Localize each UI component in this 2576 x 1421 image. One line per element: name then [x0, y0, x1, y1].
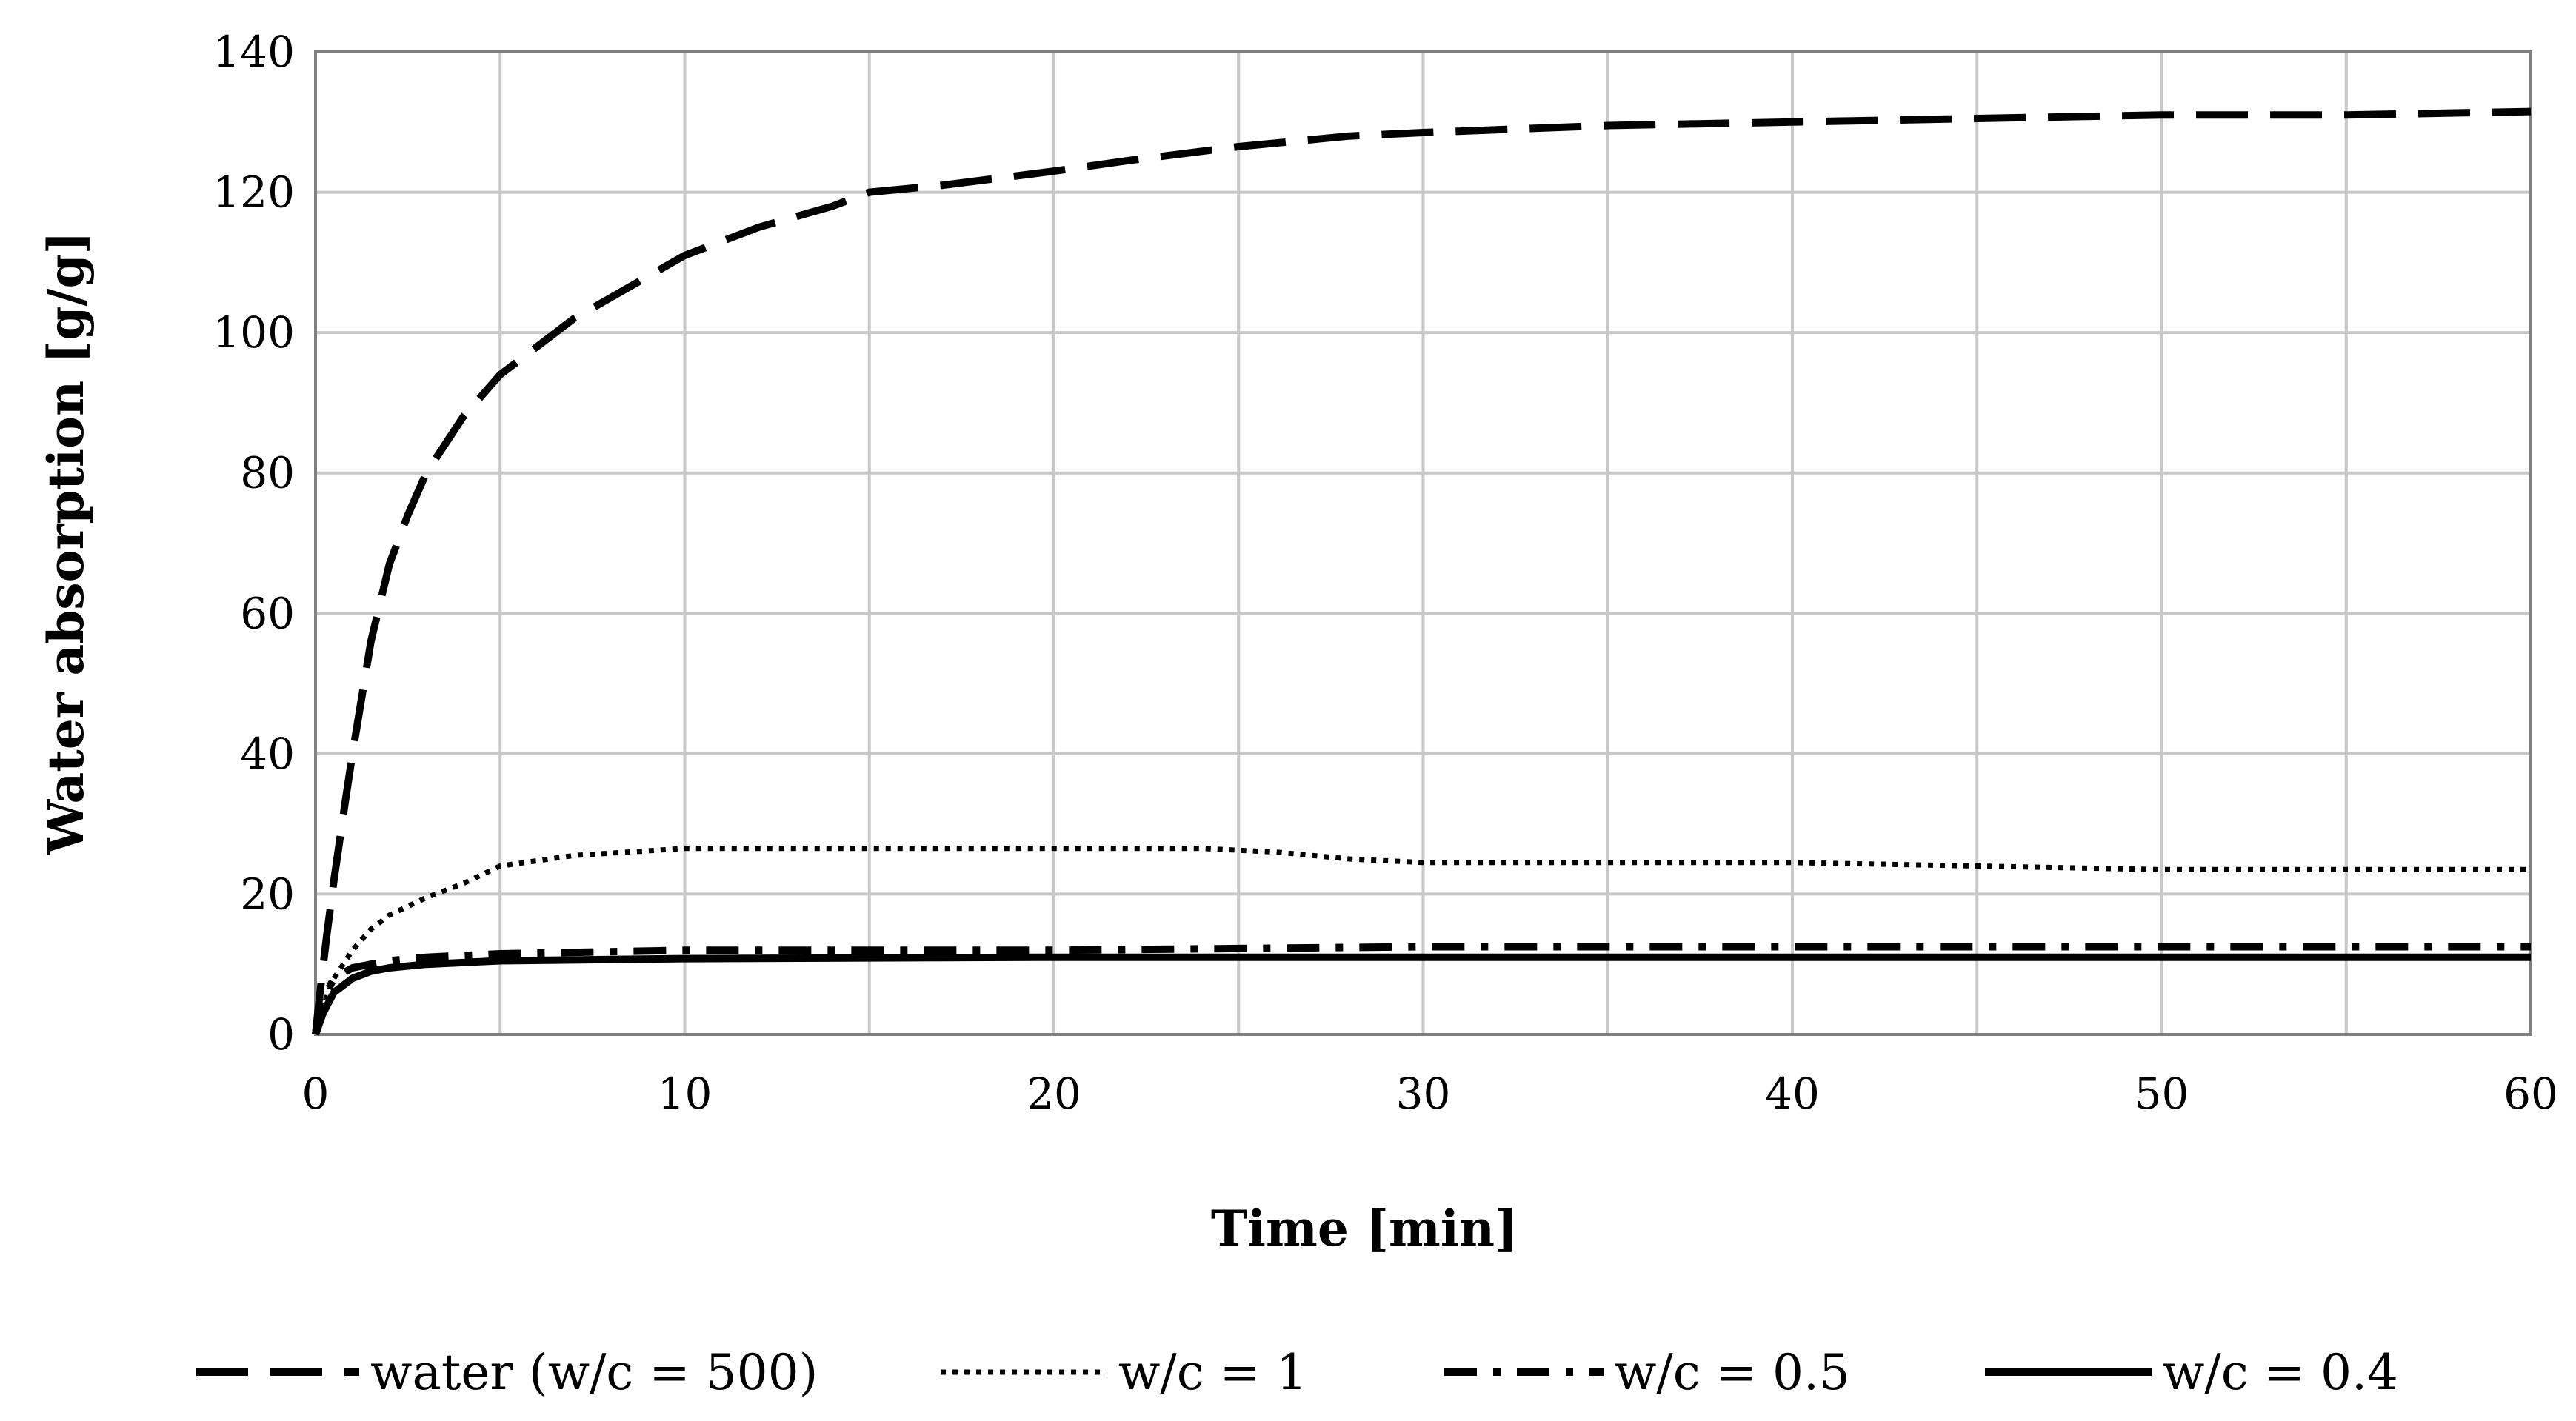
- legend-label-wc-0-4: w/c = 0.4: [2163, 1344, 2398, 1401]
- legend-item-wc-0-4: w/c = 0.4: [1985, 1344, 2398, 1401]
- series-line-long-dash: [312, 107, 2532, 1035]
- series-line-dash-dot: [312, 943, 2531, 1036]
- series-layer: [312, 107, 2532, 1036]
- tick-labels: 0 10 20 30 40 50 60 0 20 40 60 80 100 120 140: [213, 27, 2558, 1119]
- y-tick-label: 40: [240, 729, 295, 779]
- x-tick-label: 30: [1396, 1069, 1451, 1119]
- x-tick-label: 60: [2503, 1069, 2558, 1119]
- series-line-solid: [312, 953, 2531, 1036]
- y-axis-title: Water absorption [g/g]: [37, 231, 95, 855]
- y-tick-label: 100: [213, 307, 295, 358]
- x-tick-label: 50: [2135, 1069, 2189, 1119]
- x-axis-title: Time [min]: [1211, 1200, 1518, 1257]
- x-tick-label: 20: [1027, 1069, 1081, 1119]
- y-tick-label: 0: [267, 1009, 295, 1060]
- legend: water (w/c = 500) w/c = 1 w/c = 0.5 w/c …: [196, 1344, 2398, 1401]
- legend-item-wc-0-5: w/c = 0.5: [1444, 1344, 1850, 1401]
- y-tick-label: 140: [213, 27, 295, 77]
- legend-item-wc-1: w/c = 1: [941, 1344, 1307, 1401]
- plot-area-frame: [314, 50, 2532, 1036]
- y-tick-label: 80: [240, 448, 295, 498]
- legend-label-wc-0-5: w/c = 0.5: [1615, 1344, 1850, 1401]
- grid-lines: [316, 52, 2531, 1034]
- y-tick-label: 120: [213, 167, 295, 218]
- y-tick-label: 60: [240, 588, 295, 638]
- series-line-dotted: [313, 846, 2531, 1035]
- x-tick-label: 10: [658, 1069, 713, 1119]
- x-tick-label: 0: [302, 1069, 330, 1119]
- legend-label-wc-1: w/c = 1: [1118, 1344, 1307, 1401]
- legend-item-water: water (w/c = 500): [196, 1344, 818, 1401]
- y-tick-label: 20: [240, 869, 295, 919]
- x-tick-label: 40: [1765, 1069, 1820, 1119]
- legend-label-water: water (w/c = 500): [370, 1344, 818, 1401]
